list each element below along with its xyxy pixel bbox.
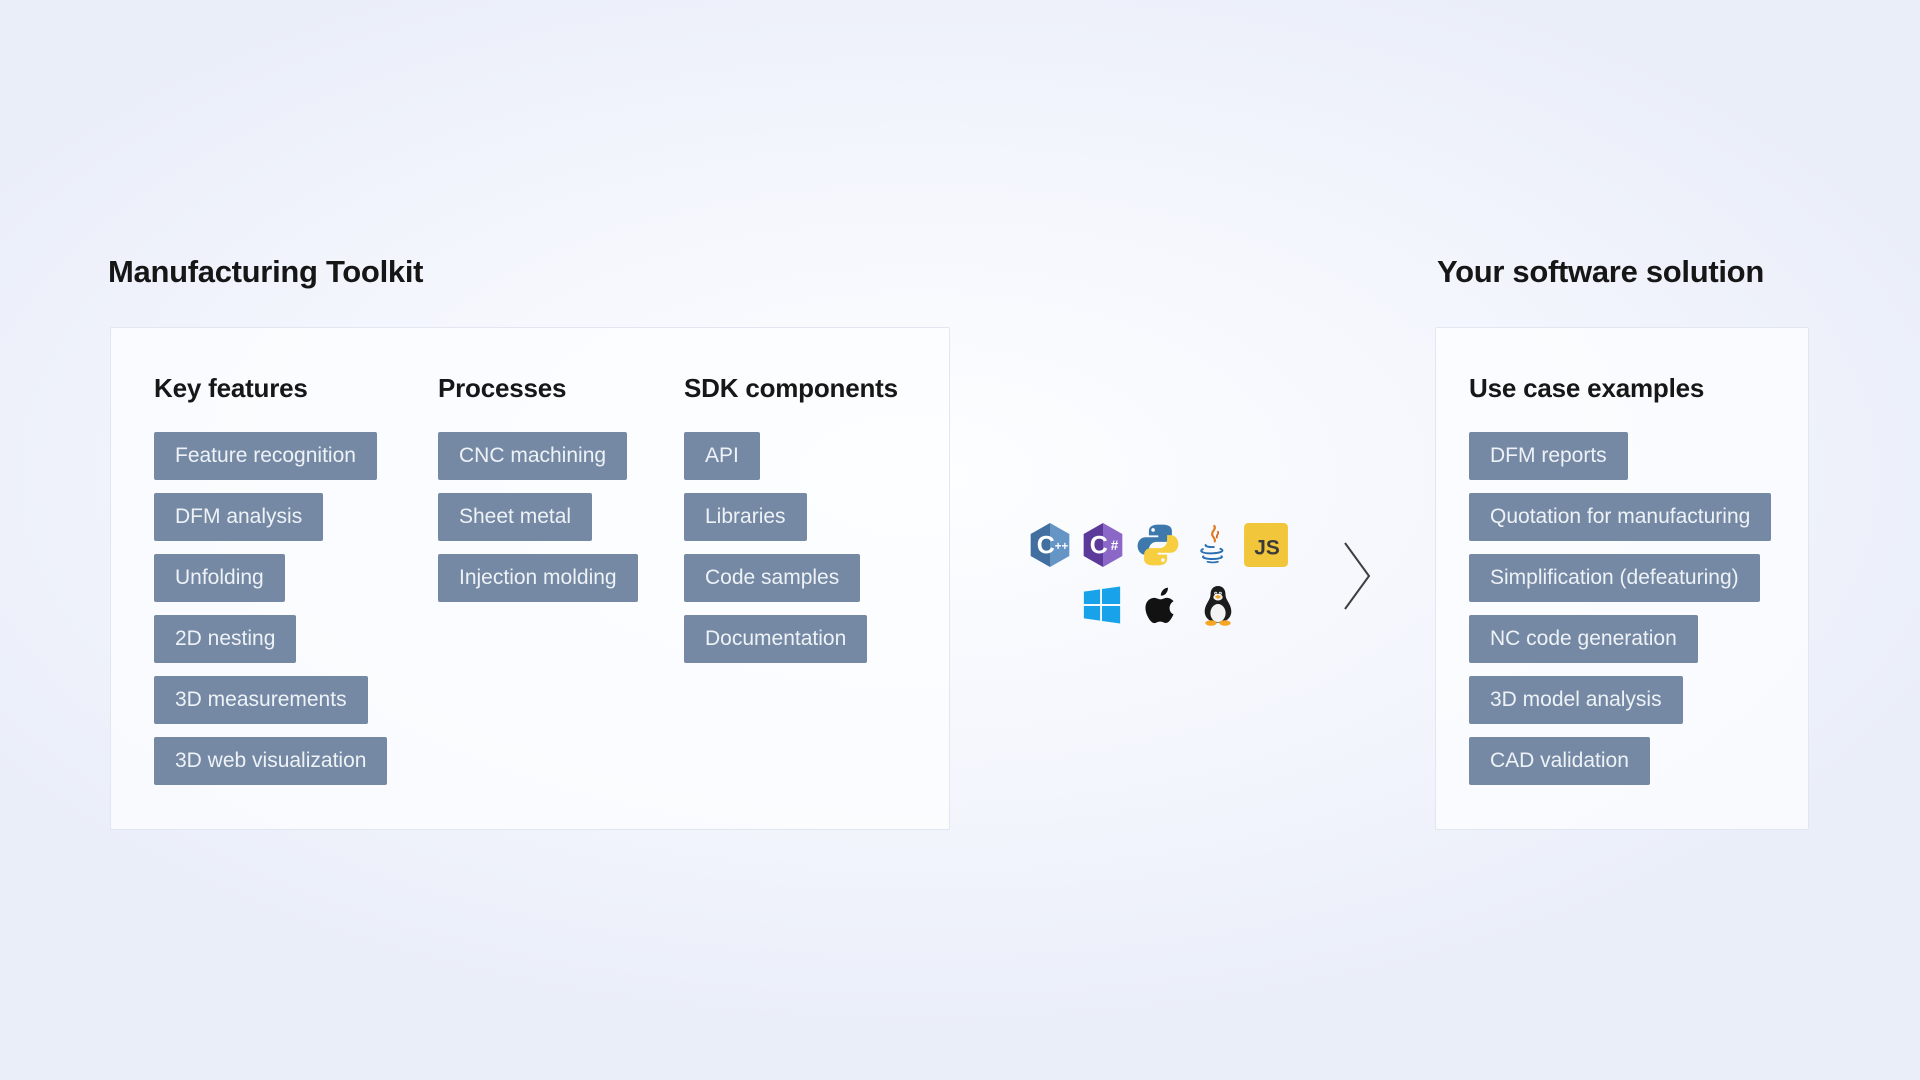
- csharp-hash: #: [1111, 538, 1119, 553]
- tech-stack-icons: C ++ C #: [1020, 520, 1298, 630]
- python-icon: [1137, 524, 1179, 566]
- chip-quotation-for-manufacturing: Quotation for manufacturing: [1469, 493, 1772, 541]
- chip-2d-nesting: 2D nesting: [154, 615, 297, 663]
- sdk-components-column: SDK components API Libraries Code sample…: [684, 372, 898, 663]
- key-features-column: Key features Feature recognition DFM ana…: [154, 372, 388, 785]
- use-case-column: Use case examples DFM reports Quotation …: [1469, 372, 1772, 785]
- javascript-icon: JS: [1244, 523, 1288, 567]
- platform-icons-row: [1020, 580, 1298, 630]
- column-heading-processes: Processes: [438, 373, 567, 403]
- chip-simplification-defeaturing: Simplification (defeaturing): [1469, 554, 1760, 602]
- left-section-title: Manufacturing Toolkit: [108, 254, 424, 289]
- chevron-right-icon: [1344, 542, 1371, 610]
- linux-icon: [1204, 586, 1232, 626]
- chip-nc-code-generation: NC code generation: [1469, 615, 1698, 663]
- manufacturing-toolkit-panel: Key features Feature recognition DFM ana…: [110, 327, 950, 830]
- cpp-plus-plus: ++: [1055, 541, 1069, 553]
- chip-code-samples: Code samples: [684, 554, 861, 602]
- processes-chip-list: CNC machining Sheet metal Injection mold…: [438, 432, 638, 602]
- chip-libraries: Libraries: [684, 493, 807, 541]
- chip-sheet-metal: Sheet metal: [438, 493, 593, 541]
- software-solution-panel: Use case examples DFM reports Quotation …: [1435, 327, 1809, 830]
- chip-dfm-analysis: DFM analysis: [154, 493, 324, 541]
- chip-documentation: Documentation: [684, 615, 868, 663]
- chip-cnc-machining: CNC machining: [438, 432, 628, 480]
- js-letters: JS: [1254, 536, 1280, 559]
- chip-3d-model-analysis: 3D model analysis: [1469, 676, 1683, 724]
- column-heading-use-cases: Use case examples: [1469, 373, 1705, 403]
- csharp-icon: C #: [1083, 523, 1123, 567]
- cpp-letter: C: [1037, 531, 1055, 559]
- sdk-components-chip-list: API Libraries Code samples Documentation: [684, 432, 898, 663]
- chip-3d-web-visualization: 3D web visualization: [154, 737, 388, 785]
- cpp-icon: C ++: [1030, 523, 1070, 567]
- chip-injection-molding: Injection molding: [438, 554, 638, 602]
- apple-icon: [1145, 587, 1174, 624]
- chip-cad-validation: CAD validation: [1469, 737, 1650, 785]
- use-case-chip-list: DFM reports Quotation for manufacturing …: [1469, 432, 1772, 785]
- csharp-letter: C: [1090, 531, 1108, 559]
- java-icon: [1200, 524, 1224, 564]
- chip-3d-measurements: 3D measurements: [154, 676, 368, 724]
- processes-column: Processes CNC machining Sheet metal Inje…: [438, 372, 638, 602]
- chip-unfolding: Unfolding: [154, 554, 285, 602]
- language-icons-row: C ++ C #: [1020, 520, 1298, 570]
- chip-feature-recognition: Feature recognition: [154, 432, 377, 480]
- column-heading-sdk-components: SDK components: [684, 373, 898, 403]
- chip-dfm-reports: DFM reports: [1469, 432, 1628, 480]
- right-section-title: Your software solution: [1437, 254, 1764, 289]
- key-features-chip-list: Feature recognition DFM analysis Unfoldi…: [154, 432, 388, 785]
- chip-api: API: [684, 432, 760, 480]
- windows-icon: [1083, 586, 1121, 624]
- column-heading-key-features: Key features: [154, 373, 308, 403]
